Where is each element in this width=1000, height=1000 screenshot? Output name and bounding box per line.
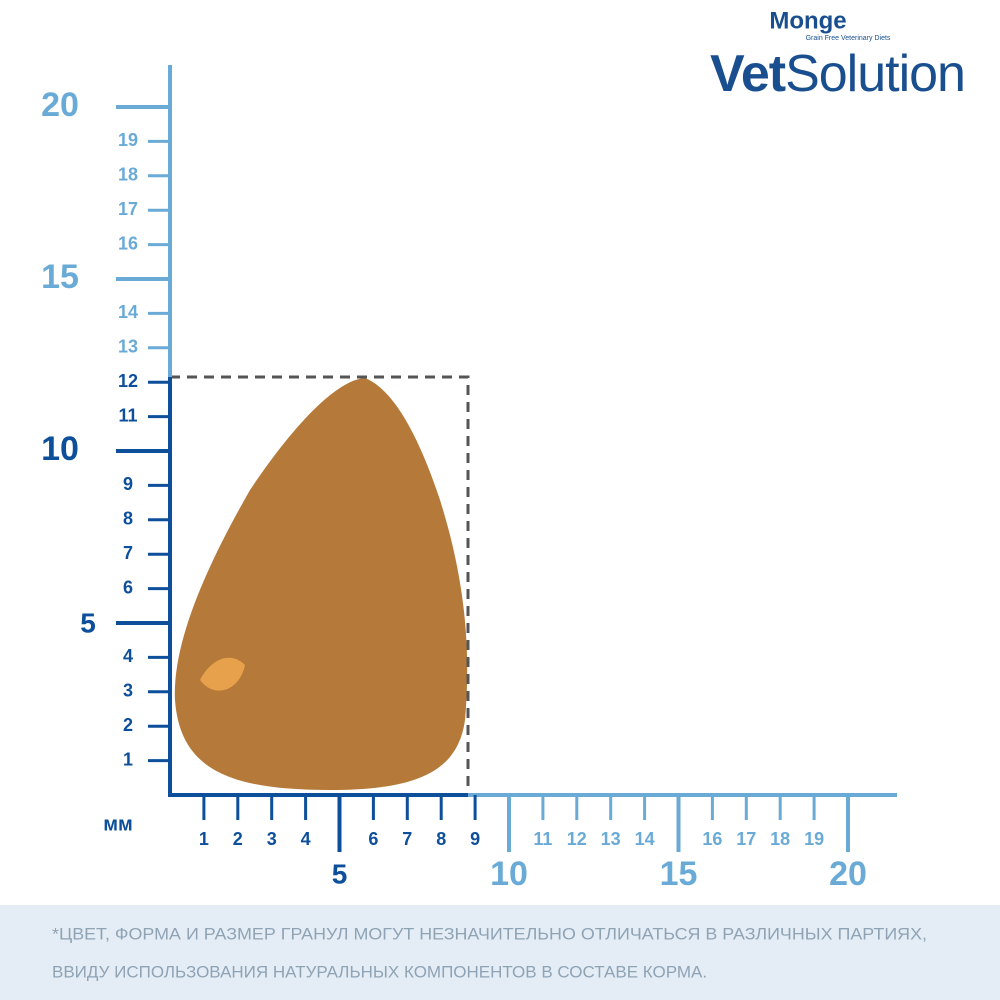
x-tick-label: 7 [402,829,412,849]
x-tick-label: 1 [199,829,209,849]
x-tick-label: 8 [436,829,446,849]
y-major-label: 15 [41,258,79,296]
product-name: VetSolution [710,45,965,103]
x-major-label: 10 [490,855,528,893]
y-major-label: 10 [41,430,79,468]
unit-label: мм [103,813,133,835]
x-tick-label: 3 [267,829,277,849]
x-tick-label: 19 [804,829,824,849]
x-tick-label: 18 [770,829,790,849]
x-tick-label: 13 [601,829,621,849]
x-tick-label: 9 [470,829,480,849]
y-major-label: 20 [41,86,79,124]
y-tick-label: 9 [123,474,133,494]
footnote-line: *ЦВЕТ, ФОРМА И РАЗМЕР ГРАНУЛ МОГУТ НЕЗНА… [52,924,927,943]
y-tick-label: 19 [118,130,138,150]
y-tick-label: 16 [118,233,138,253]
x-tick-label: 12 [567,829,587,849]
x-tick-label: 6 [368,829,378,849]
x-tick-label: 4 [301,829,311,849]
y-major-label: 5 [80,607,96,638]
brand-name: Monge [769,7,846,34]
x-tick-label: 14 [635,829,655,849]
y-tick-label: 4 [123,646,133,666]
y-tick-label: 8 [123,509,133,529]
x-major-label: 20 [829,855,867,893]
kibble-fleck [200,657,245,691]
x-major-label: 5 [332,858,348,889]
y-tick-label: 1 [123,749,133,769]
x-tick-label: 16 [702,829,722,849]
y-tick-label: 6 [123,577,133,597]
y-tick-label: 18 [118,165,138,185]
x-tick-label: 11 [533,829,552,849]
y-tick-label: 12 [118,371,138,391]
x-tick-label: 2 [233,829,243,849]
footnote-line: ВВИДУ ИСПОЛЬЗОВАНИЯ НАТУРАЛЬНЫХ КОМПОНЕН… [52,962,707,981]
product-light: Solution [785,45,965,103]
brand-tagline: Grain Free Veterinary Diets [806,35,891,42]
y-tick-label: 11 [118,405,137,425]
y-tick-label: 14 [118,302,138,322]
footnote-band [0,905,1000,1000]
y-tick-label: 7 [123,543,133,563]
y-tick-label: 2 [123,715,133,735]
y-tick-label: 13 [118,337,138,357]
x-tick-label: 17 [736,829,756,849]
x-major-label: 15 [660,855,698,893]
y-tick-label: 17 [118,199,138,219]
product-bold: Vet [710,45,786,103]
kibble [174,378,468,790]
y-tick-label: 3 [123,681,133,701]
